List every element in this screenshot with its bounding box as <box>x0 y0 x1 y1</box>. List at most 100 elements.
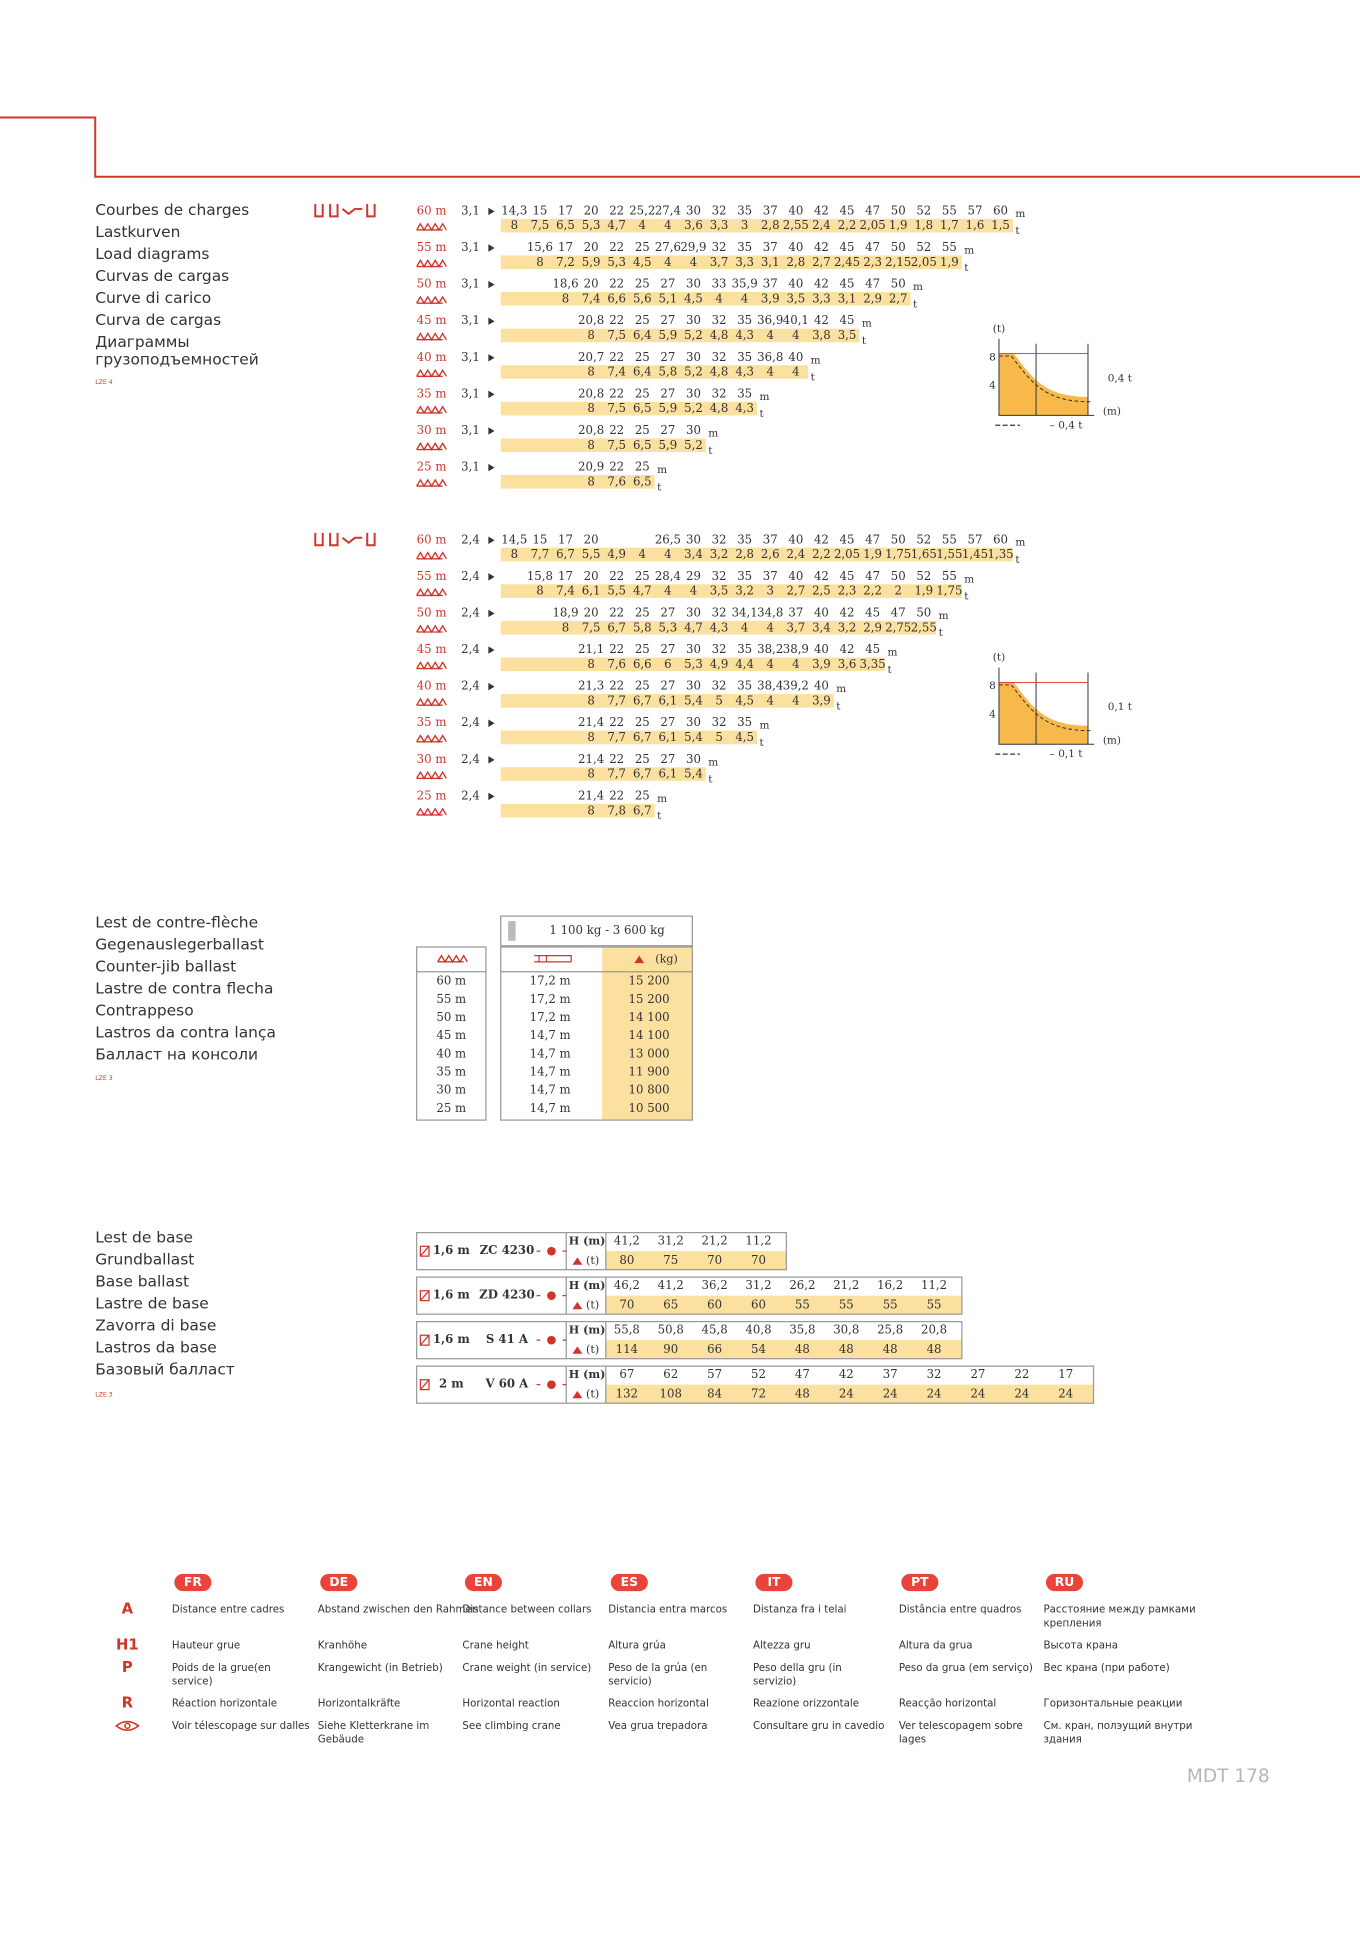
load: 4,9 <box>607 547 626 561</box>
arrow <box>488 573 495 581</box>
load: 4 <box>767 328 774 342</box>
load: 4 <box>715 291 722 305</box>
load: 6,7 <box>633 803 652 817</box>
language-code: PT <box>911 1575 929 1589</box>
radius: 22 <box>609 240 624 254</box>
min-radius: 3,1 <box>461 350 480 364</box>
load: 6 <box>664 657 671 671</box>
section-title: Lastre de contra flecha <box>95 979 273 997</box>
radius: 32 <box>712 569 727 583</box>
jib-length: 35 m <box>436 1064 466 1078</box>
weight-label: (t) <box>586 1343 599 1356</box>
eye-icon <box>115 1720 140 1731</box>
legend-text: Distanza fra i telai <box>753 1604 847 1616</box>
radius: 30 <box>686 532 701 546</box>
load: 3,6 <box>684 218 703 232</box>
load: 4,7 <box>607 218 626 232</box>
load: 7,5 <box>531 218 550 232</box>
radius: 21,4 <box>578 715 604 729</box>
radius: 35 <box>737 679 752 693</box>
radius: 22 <box>609 313 624 327</box>
section-title: Courbes de charges <box>95 201 249 219</box>
radius: 20,8 <box>578 423 604 437</box>
load: 1,55 <box>936 547 962 561</box>
mast-type: ZC 4230 <box>480 1243 535 1257</box>
radius: 30 <box>686 423 701 437</box>
arrow <box>488 682 495 691</box>
load: 3,35 <box>860 657 886 671</box>
height: 11,2 <box>921 1278 947 1292</box>
radius: 42 <box>814 313 829 327</box>
arrow <box>488 609 495 618</box>
jib-length: 40 m <box>417 350 447 364</box>
load: 6,1 <box>582 584 601 598</box>
jib-icon <box>416 770 447 780</box>
load: 4 <box>792 328 799 342</box>
height: 20,8 <box>921 1322 947 1336</box>
load: 1,9 <box>940 255 959 269</box>
header-rule <box>0 116 1360 178</box>
load: 3,9 <box>812 693 831 707</box>
row-frame <box>416 1365 1095 1404</box>
legend-text: Distância entre quadros <box>899 1604 1022 1616</box>
ballast-weight: 15 200 <box>629 974 670 988</box>
load: 4,8 <box>710 328 729 342</box>
load: 5,3 <box>582 218 601 232</box>
height: 31,2 <box>745 1278 771 1292</box>
load: 4,3 <box>735 365 754 379</box>
arrow <box>488 207 495 216</box>
legend-text: Horizontal reaction <box>462 1698 559 1710</box>
load: 5,2 <box>684 401 703 415</box>
table-frame <box>500 946 693 1121</box>
radius: 25 <box>635 642 650 656</box>
arrow <box>488 427 495 435</box>
load: 1,75 <box>936 584 962 598</box>
ballast-weight: 10 500 <box>629 1101 670 1115</box>
section-title: Lastre de base <box>95 1294 209 1312</box>
load: 4 <box>767 693 774 707</box>
weight: 24 <box>927 1387 942 1401</box>
legend-text: Высота крана <box>1043 1640 1118 1652</box>
jib-icon <box>416 661 447 670</box>
weight-row <box>605 1384 1094 1404</box>
radius: 45 <box>840 240 855 254</box>
load: 8 <box>587 767 594 781</box>
axis-label: 8 <box>989 351 996 363</box>
jib-icon <box>416 442 447 451</box>
min-radius: 3,1 <box>461 240 480 254</box>
radius: 20,7 <box>578 350 604 364</box>
load: 3,2 <box>710 547 729 561</box>
weight: 55 <box>927 1298 942 1312</box>
axis-label: 8 <box>989 680 996 692</box>
load: 6,7 <box>607 620 626 634</box>
jib-icon <box>534 955 572 963</box>
legend-text: Voir télescopage sur dalles <box>172 1720 310 1732</box>
radius: 37 <box>763 532 778 546</box>
arrow <box>488 354 495 362</box>
load: 1,8 <box>914 218 933 232</box>
radius: 25 <box>635 715 650 729</box>
section-icon <box>419 1379 430 1391</box>
load: 3,5 <box>787 291 806 305</box>
radius: 35 <box>737 203 752 217</box>
radius: 45 <box>840 277 855 291</box>
radius: 18,9 <box>552 605 578 619</box>
load: 8 <box>587 401 594 415</box>
base-width: 2 m <box>439 1377 464 1391</box>
unit: t <box>759 737 764 749</box>
radius: 25 <box>635 313 650 327</box>
counter-jib-length: 14,7 m <box>530 1028 571 1042</box>
load: 7,6 <box>607 657 626 671</box>
mast-type: V 60 A <box>485 1377 530 1391</box>
radius: 27 <box>660 350 675 364</box>
radius: 42 <box>840 642 855 656</box>
radius: 15 <box>532 532 547 546</box>
load-band <box>500 694 834 708</box>
load-band <box>500 292 911 306</box>
legend-text: Siehe Kletterkrane im Gebäude <box>318 1720 429 1746</box>
height: 62 <box>663 1367 678 1381</box>
radius: 25 <box>635 679 650 693</box>
load: 5,3 <box>607 255 626 269</box>
load: 2,4 <box>812 218 831 232</box>
load: 8 <box>587 474 594 488</box>
